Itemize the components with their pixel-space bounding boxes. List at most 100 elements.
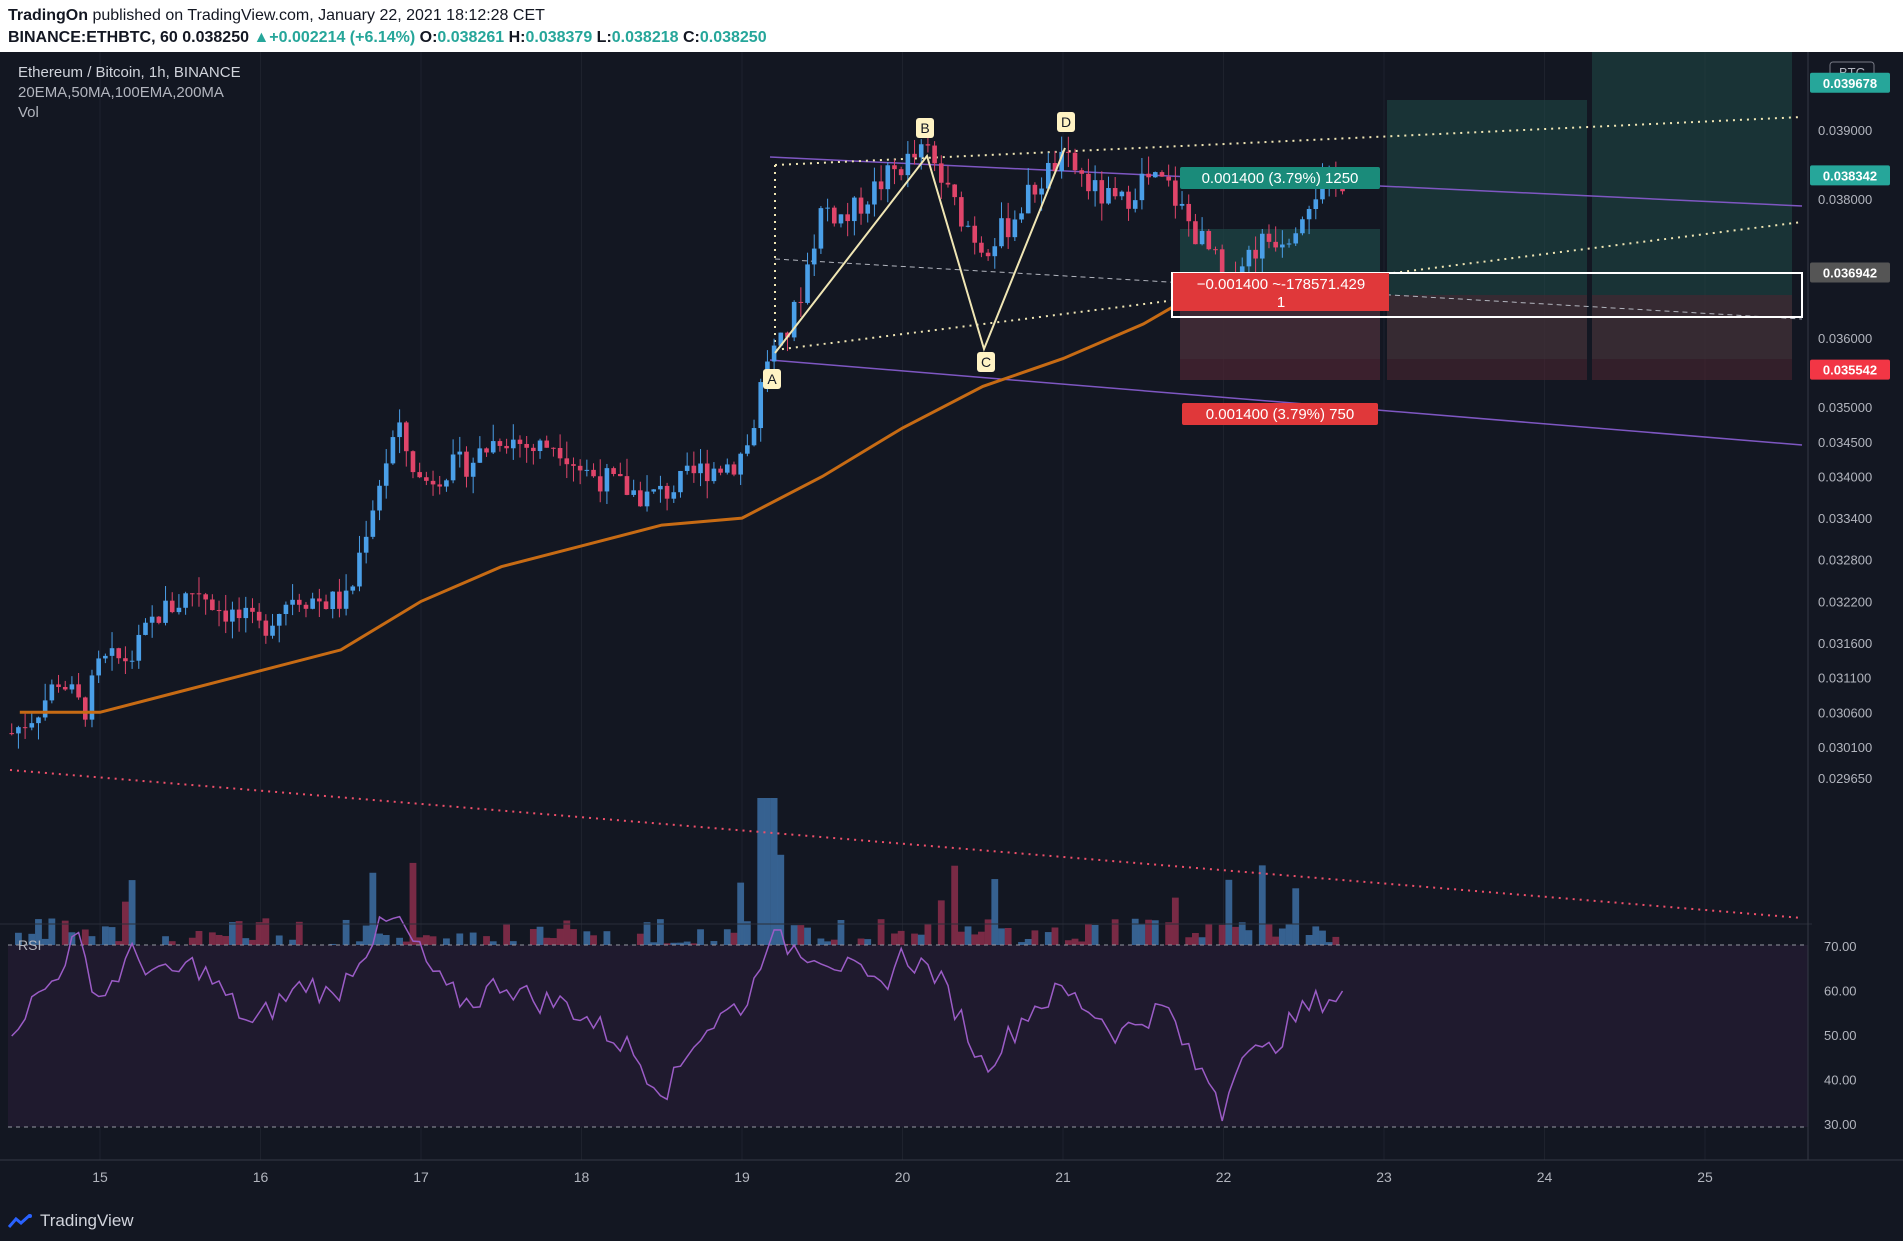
candle[interactable] [959,197,964,227]
candle[interactable] [424,477,429,481]
candle[interactable] [1213,249,1218,251]
candle[interactable] [1259,233,1265,259]
candle[interactable] [250,607,255,612]
candle[interactable] [1159,172,1165,177]
candle[interactable] [718,468,723,473]
price-axis[interactable]: 0.039000 0.038000 0.036000 0.035000 0.034500… [1818,123,1872,786]
candle[interactable] [1253,249,1258,259]
candle[interactable] [76,684,81,698]
candle[interactable] [938,163,944,183]
candle[interactable] [671,492,677,499]
candle[interactable] [103,655,108,659]
candle[interactable] [1166,176,1171,181]
candle[interactable] [644,491,650,507]
candle[interactable] [698,463,703,474]
label-d[interactable]: D [1057,112,1075,132]
candle[interactable] [156,616,162,623]
price-badge[interactable] [1810,359,1890,380]
candle[interactable] [584,469,590,471]
candle[interactable] [437,484,443,487]
candle[interactable] [624,476,630,495]
candle[interactable] [577,465,583,471]
candle[interactable] [617,474,623,477]
candle[interactable] [1266,233,1272,242]
candle[interactable] [1072,152,1078,171]
candle[interactable] [290,599,295,605]
candle[interactable] [450,454,456,481]
candle[interactable] [905,153,911,176]
candle[interactable] [965,225,971,227]
candle[interactable] [1045,162,1051,189]
volume-trendline[interactable] [9,769,1803,919]
lower-trendline[interactable] [774,221,1803,351]
candle[interactable] [1086,173,1091,192]
candle[interactable] [317,598,322,602]
candle[interactable] [330,591,336,610]
candle[interactable] [1112,188,1118,197]
candle[interactable] [490,441,496,453]
candle[interactable] [1293,233,1299,244]
candle[interactable] [638,490,643,507]
candle[interactable] [323,601,329,610]
candle[interactable] [771,345,777,362]
candle[interactable] [497,441,503,446]
rsi-line[interactable] [11,915,1344,1122]
candle[interactable] [1300,219,1305,234]
candle[interactable] [992,246,998,257]
candle[interactable] [684,465,690,471]
candle[interactable] [517,439,523,444]
candle[interactable] [1320,179,1325,200]
candle[interactable] [805,264,810,303]
candle[interactable] [711,468,717,482]
candle[interactable] [343,590,349,609]
candle[interactable] [912,153,917,158]
candle[interactable] [1132,200,1138,209]
candle[interactable] [357,552,362,587]
candle[interactable] [1152,172,1158,178]
candle[interactable] [350,586,356,591]
candle[interactable] [210,599,215,611]
price-badge[interactable] [1810,165,1890,186]
entry-box[interactable] [1171,272,1803,318]
candle[interactable] [169,600,175,613]
rsi-legend[interactable]: RSI [18,937,41,953]
candle[interactable] [865,204,871,214]
candle[interactable] [236,609,242,619]
candle[interactable] [979,242,984,253]
candles[interactable] [9,128,1345,749]
candle[interactable] [1313,199,1319,210]
candle[interactable] [1179,203,1185,206]
candle[interactable] [470,462,476,477]
chart-canvas[interactable]: A B C D 0.001400 (3.79%) 1250 0.001400 (… [0,52,1903,1241]
price-badges[interactable]: 0.039678 0.038342 0.036942 0.035542 [1810,72,1890,380]
candle[interactable] [310,598,315,609]
candle[interactable] [189,593,195,595]
candle[interactable] [444,480,449,487]
time-axis[interactable]: 15 16 17 18 19 20 21 22 23 24 25 [92,1169,1713,1185]
candle[interactable] [872,181,877,205]
candle[interactable] [1193,221,1198,245]
candle[interactable] [223,610,229,622]
candle[interactable] [858,197,864,214]
indicator-legend[interactable]: 20EMA,50MA,100EMA,200MA [18,84,224,101]
candle[interactable] [1273,241,1278,248]
candle[interactable] [1139,173,1145,201]
candle[interactable] [1019,213,1024,220]
candle[interactable] [544,440,550,448]
label-c[interactable]: C [977,352,995,372]
candle[interactable] [430,480,436,485]
candle[interactable] [678,470,683,493]
candle[interactable] [818,208,824,249]
candle[interactable] [464,451,469,477]
candle[interactable] [1246,249,1252,267]
candle[interactable] [263,620,269,636]
candle[interactable] [745,445,750,454]
candle[interactable] [537,440,543,452]
candle[interactable] [1025,184,1031,214]
candle[interactable] [1126,191,1131,209]
candle[interactable] [176,607,182,613]
candle[interactable] [1306,209,1312,220]
candle[interactable] [123,658,128,662]
candle[interactable] [798,301,804,303]
